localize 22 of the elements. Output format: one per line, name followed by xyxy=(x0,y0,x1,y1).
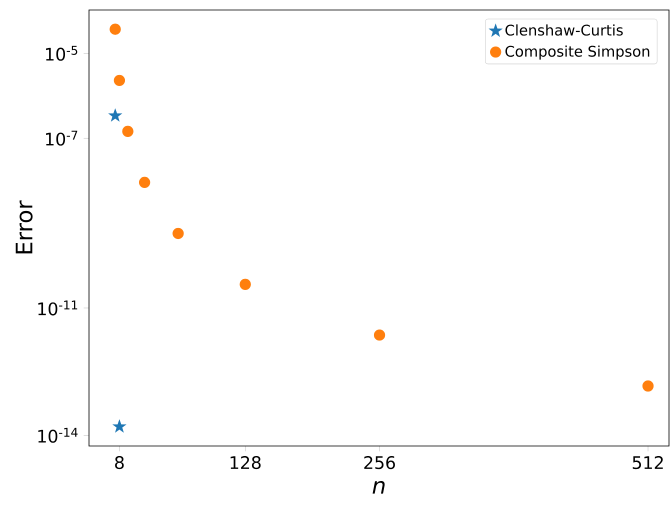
point xyxy=(138,176,150,188)
y-axis-title: Error xyxy=(16,200,33,254)
y-tick-label: 10$^{-7}$ xyxy=(46,130,78,146)
point xyxy=(114,74,126,86)
point xyxy=(240,278,251,290)
y-tick-label: 10$^{-11}$ xyxy=(38,300,78,316)
point xyxy=(108,108,122,122)
x-tick-label: 512 xyxy=(632,456,663,470)
x-tick-label: 256 xyxy=(364,456,395,470)
point xyxy=(374,329,386,341)
legend-label: Composite Simpson xyxy=(505,45,650,60)
x-axis-title: n xyxy=(372,480,385,494)
point xyxy=(112,420,126,432)
y-tick-label: 10$^{-14}$ xyxy=(38,428,78,443)
point xyxy=(172,228,184,240)
point xyxy=(642,380,654,392)
x-tick-label: 128 xyxy=(230,456,261,470)
point xyxy=(122,126,134,137)
y-tick-label: 10$^{-5}$ xyxy=(46,46,78,61)
point xyxy=(110,24,121,35)
legend-label: Clenshaw-Curtis xyxy=(505,24,623,36)
x-tick-label: 8 xyxy=(115,456,124,470)
